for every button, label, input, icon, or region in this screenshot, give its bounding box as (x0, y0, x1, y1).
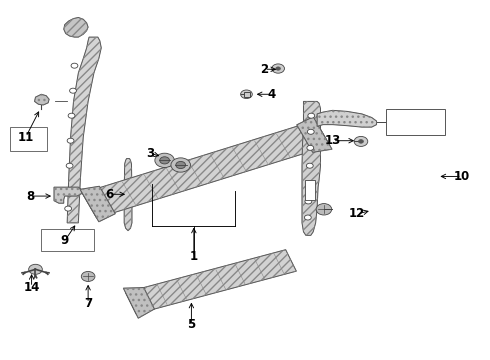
Text: 10: 10 (454, 170, 470, 183)
Circle shape (68, 113, 75, 118)
Text: 1: 1 (190, 250, 198, 263)
Polygon shape (297, 117, 332, 152)
Polygon shape (80, 186, 115, 222)
Circle shape (307, 129, 314, 134)
Polygon shape (124, 158, 132, 231)
Text: 11: 11 (18, 131, 34, 144)
Circle shape (272, 64, 285, 73)
Text: 3: 3 (146, 147, 154, 160)
Polygon shape (125, 250, 296, 314)
Bar (305, 180, 315, 200)
Text: 2: 2 (260, 63, 269, 76)
Circle shape (308, 113, 315, 118)
Circle shape (160, 157, 170, 164)
Bar (386, 109, 445, 135)
Circle shape (155, 153, 174, 167)
Bar (244, 92, 250, 97)
Text: 8: 8 (26, 190, 35, 203)
Text: 9: 9 (61, 234, 69, 247)
Polygon shape (54, 187, 82, 203)
Circle shape (70, 88, 76, 93)
Text: 14: 14 (24, 281, 40, 294)
Bar (10, 127, 47, 152)
Text: 5: 5 (187, 318, 196, 331)
Polygon shape (67, 37, 101, 223)
Polygon shape (34, 94, 49, 105)
Circle shape (171, 158, 191, 172)
Circle shape (29, 264, 42, 274)
Circle shape (81, 271, 95, 282)
Circle shape (176, 161, 186, 168)
Text: 6: 6 (105, 188, 114, 201)
Circle shape (359, 140, 364, 143)
Polygon shape (317, 111, 376, 127)
Text: 12: 12 (349, 207, 365, 220)
Circle shape (304, 215, 311, 220)
Polygon shape (82, 121, 330, 218)
Text: 7: 7 (84, 297, 92, 310)
Circle shape (71, 63, 78, 68)
Circle shape (67, 138, 74, 143)
Circle shape (65, 188, 72, 193)
Circle shape (305, 199, 312, 204)
Circle shape (65, 206, 72, 211)
Circle shape (307, 145, 314, 150)
Circle shape (276, 67, 280, 70)
Circle shape (316, 203, 332, 215)
Polygon shape (64, 18, 88, 37)
Polygon shape (123, 288, 154, 318)
Polygon shape (302, 102, 320, 235)
Bar (41, 229, 94, 251)
Circle shape (66, 163, 73, 168)
Circle shape (306, 163, 313, 168)
Text: 13: 13 (324, 134, 341, 147)
Text: 4: 4 (268, 88, 276, 101)
Circle shape (241, 90, 252, 99)
Circle shape (306, 181, 313, 186)
Circle shape (354, 136, 368, 147)
